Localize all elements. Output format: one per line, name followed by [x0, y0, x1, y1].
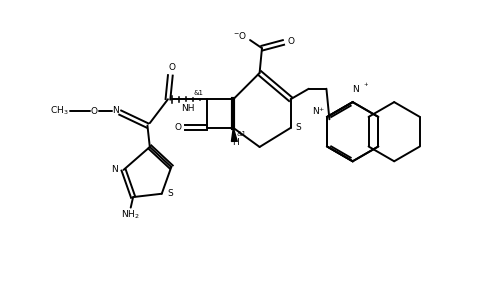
Text: CH$_3$: CH$_3$	[50, 105, 68, 117]
Text: &1: &1	[237, 131, 246, 137]
Text: O: O	[168, 63, 175, 72]
Text: NH$_2$: NH$_2$	[121, 209, 140, 221]
Text: N: N	[112, 106, 119, 115]
Text: O: O	[175, 123, 181, 132]
Text: N$^{+}$: N$^{+}$	[311, 105, 324, 117]
Text: H: H	[232, 138, 239, 147]
Polygon shape	[231, 128, 237, 142]
Text: &1: &1	[193, 90, 203, 96]
Text: N: N	[351, 85, 358, 94]
Text: $^{-}$O: $^{-}$O	[233, 30, 247, 41]
Text: N: N	[111, 165, 118, 174]
Text: O: O	[90, 107, 97, 116]
Text: O: O	[287, 37, 293, 46]
Text: S: S	[294, 123, 300, 132]
Text: NH: NH	[180, 104, 194, 113]
Text: S: S	[167, 189, 173, 198]
Text: $^{+}$: $^{+}$	[362, 82, 368, 91]
